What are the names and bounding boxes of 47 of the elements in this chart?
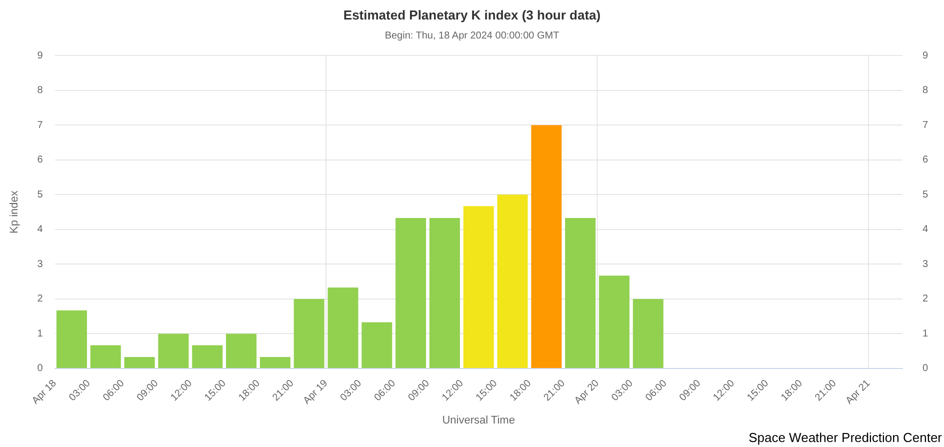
x-tick-label: Apr 21	[844, 378, 873, 407]
bar	[429, 218, 460, 368]
bar	[396, 218, 426, 368]
x-tick-label: Apr 20	[572, 378, 602, 407]
bar	[632, 298, 664, 368]
y-tick-label: 7	[37, 120, 44, 131]
bar	[362, 322, 392, 368]
y2-tick-label: 8	[922, 85, 928, 96]
text: Space Weather Prediction Center	[748, 430, 943, 446]
y2-tick-label: 6	[922, 154, 928, 166]
x-tick-label: Apr 18	[30, 378, 60, 407]
bar	[56, 310, 87, 368]
y2-tick-label: 1	[922, 328, 928, 340]
chart-title: Estimated Planetary K index (3 hour data)	[343, 7, 601, 22]
bar	[124, 357, 155, 368]
y2-tick-label: 9	[922, 50, 928, 62]
y2-tick-label: 5	[922, 189, 928, 200]
bar	[226, 334, 257, 368]
y-tick-label: 6	[37, 154, 44, 166]
y-tick-label: 0	[37, 363, 44, 374]
y-tick-label: 1	[37, 328, 44, 340]
bar	[598, 276, 630, 368]
bar	[565, 218, 596, 368]
y-tick-label: 2	[37, 294, 44, 305]
bar	[497, 194, 528, 368]
bar	[531, 125, 562, 368]
x-tick-label: Apr 19	[301, 378, 330, 407]
bar	[260, 357, 290, 368]
y2-tick-label: 3	[922, 258, 928, 270]
bar	[463, 206, 494, 368]
y-tick-label: 3	[37, 258, 44, 270]
y-tick-label: 5	[37, 189, 44, 200]
y-tick-label: 4	[37, 224, 44, 236]
x-axis-title: Universal Time	[442, 414, 515, 426]
bar	[158, 334, 189, 368]
bar	[328, 287, 358, 368]
y-tick-label: 9	[37, 50, 44, 62]
y-axis-title: Kp index	[8, 190, 21, 234]
y2-tick-label: 0	[922, 363, 928, 374]
bar	[294, 298, 324, 368]
y2-tick-label: 2	[922, 294, 928, 305]
chart-subtitle: Begin: Thu, 18 Apr 2024 00:00:00 GMT	[384, 30, 560, 42]
bar	[90, 345, 121, 368]
y2-tick-label: 7	[922, 120, 928, 131]
y2-tick-label: 4	[922, 224, 928, 236]
y-tick-label: 8	[37, 85, 44, 96]
bar	[192, 345, 223, 368]
